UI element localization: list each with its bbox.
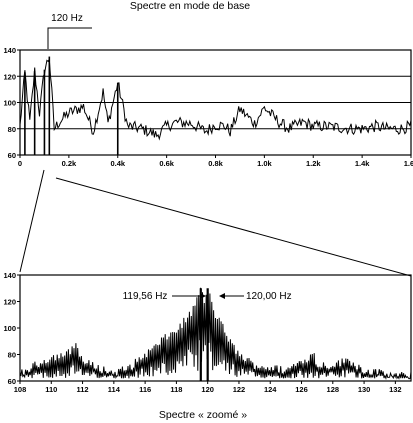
x-tick-label: 130 (358, 385, 371, 394)
bottom-chart-annotation-119-56hz: 119,56 Hz (123, 291, 168, 302)
x-tick-label: 116 (139, 385, 151, 394)
x-tick-label: 108 (14, 385, 27, 394)
bottom-chart-series (19, 287, 412, 381)
bottom-chart-y-axis: 60 80 100 120 140 (3, 271, 20, 386)
x-tick-label: 124 (264, 385, 277, 394)
annotation-arrowhead-right (219, 293, 225, 299)
y-tick-label: 60 (8, 151, 16, 160)
x-tick-label: 110 (45, 385, 57, 394)
x-tick-label: 0.2k (62, 159, 77, 168)
y-tick-label: 60 (8, 377, 16, 386)
top-chart-annotation-120hz: 120 Hz (51, 13, 83, 24)
bottom-chart-annotation-120-00hz: 120,00 Hz (246, 291, 292, 302)
x-tick-label: 0.4k (110, 159, 125, 168)
y-tick-label: 100 (3, 99, 16, 108)
top-chart-series (19, 56, 412, 155)
zoom-connector-right (55, 177, 412, 277)
y-tick-label: 140 (3, 46, 16, 55)
top-chart-y-axis: 60 80 100 120 140 (3, 46, 20, 160)
x-tick-label: 0 (18, 159, 22, 168)
top-chart-title: Spectre en mode de base (130, 0, 250, 12)
spectrum-line (19, 287, 412, 380)
x-tick-label: 112 (77, 385, 89, 394)
x-tick-label: 118 (170, 385, 182, 394)
y-tick-label: 80 (8, 351, 16, 360)
y-tick-label: 120 (3, 298, 16, 307)
x-tick-label: 122 (233, 385, 246, 394)
x-tick-label: 120 (201, 385, 214, 394)
x-tick-label: 128 (327, 385, 340, 394)
y-tick-label: 100 (3, 324, 16, 333)
x-tick-label: 1.4k (355, 159, 370, 168)
spectrum-line (19, 57, 412, 141)
y-tick-label: 140 (3, 271, 16, 280)
x-tick-label: 132 (389, 385, 402, 394)
y-tick-label: 120 (3, 72, 16, 81)
zoom-connector-left (19, 169, 45, 273)
x-tick-label: 126 (295, 385, 308, 394)
x-tick-label: 0.6k (159, 159, 174, 168)
x-tick-label: 0.8k (208, 159, 223, 168)
x-tick-label: 114 (108, 385, 121, 394)
x-tick-label: 1.0k (257, 159, 272, 168)
y-tick-label: 80 (8, 125, 16, 134)
annotation-arrowhead-left (200, 293, 206, 299)
top-chart-reference-lines (20, 75, 411, 130)
x-tick-label: 1.2k (306, 159, 321, 168)
top-chart-x-axis: 0 0.2k 0.4k 0.6k 0.8k 1.0k 1.2k 1.4k 1.6k (18, 155, 413, 168)
x-tick-label: 1.6k (404, 159, 413, 168)
bottom-chart-x-axis: 108 110 112 114 116 118 120 122 124 126 128 130 132 (14, 381, 402, 394)
bottom-chart-title: Spectre « zoomé » (159, 409, 247, 421)
top-chart-annotation-bracket (47, 27, 92, 49)
